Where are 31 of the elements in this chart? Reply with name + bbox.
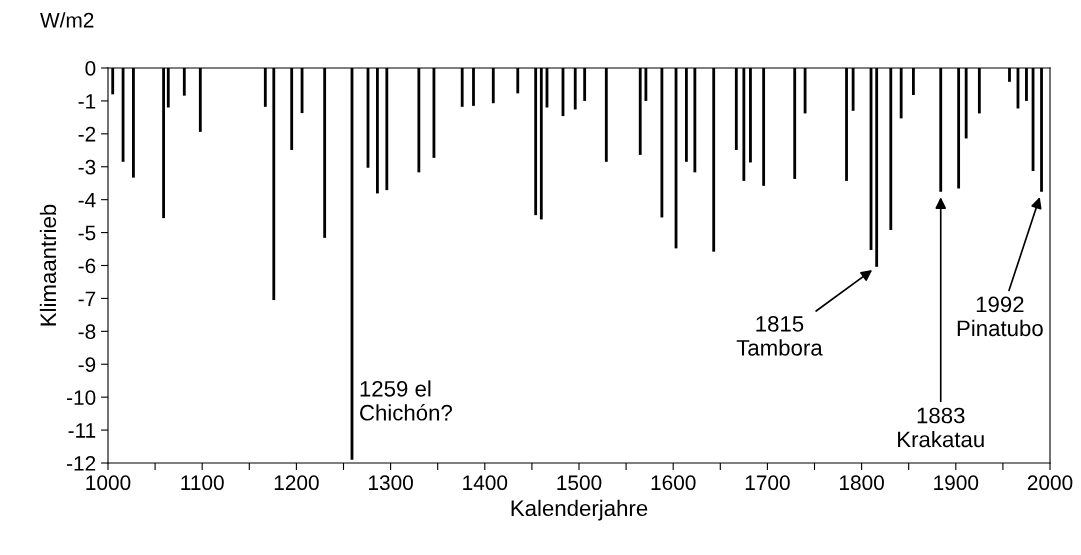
annotation: 1883 Krakatau — [898, 407, 984, 448]
y-tick-label: -8 — [78, 324, 96, 340]
y-tick-label: -12 — [67, 456, 96, 471]
x-tick-label: 1100 — [181, 475, 224, 491]
text: W/m2 — [40, 12, 94, 28]
y-tick-label: 0 — [85, 61, 96, 76]
y-tick-label: -3 — [78, 159, 96, 175]
x-tick-label: 2000 — [1027, 475, 1073, 491]
y-tick-label: -2 — [78, 126, 96, 142]
x-tick-label: 1800 — [840, 475, 884, 491]
y-tick-label: -1 — [78, 94, 96, 109]
y-tick-label: -4 — [78, 192, 96, 208]
x-tick-label: 1600 — [651, 475, 696, 491]
y-tick-label: -10 — [67, 390, 96, 405]
x-tick-label: 1300 — [369, 475, 413, 491]
annotation: 1259 el Chichón? — [360, 380, 452, 421]
x-tick-label: 1700 — [745, 475, 790, 491]
x-tick-label: 1400 — [463, 475, 508, 491]
x-axis-title: Kalenderjahre — [511, 499, 648, 521]
y-axis-title: Klimaantrieb — [39, 204, 57, 326]
y-tick-label: -7 — [78, 291, 96, 306]
annotation: 1815 Tambora — [736, 316, 823, 356]
y-tick-label: -6 — [78, 258, 96, 274]
y-tick-label: -5 — [78, 225, 96, 241]
x-tick-label: 1200 — [274, 475, 319, 491]
y-tick-label: -11 — [68, 423, 96, 438]
x-tick-label: 1900 — [934, 475, 979, 491]
x-tick-label: 1000 — [86, 475, 131, 491]
y-tick-label: -9 — [78, 357, 96, 372]
x-tick-label: 1500 — [557, 475, 602, 491]
annotation: 1992 Pinatubo — [957, 296, 1043, 337]
